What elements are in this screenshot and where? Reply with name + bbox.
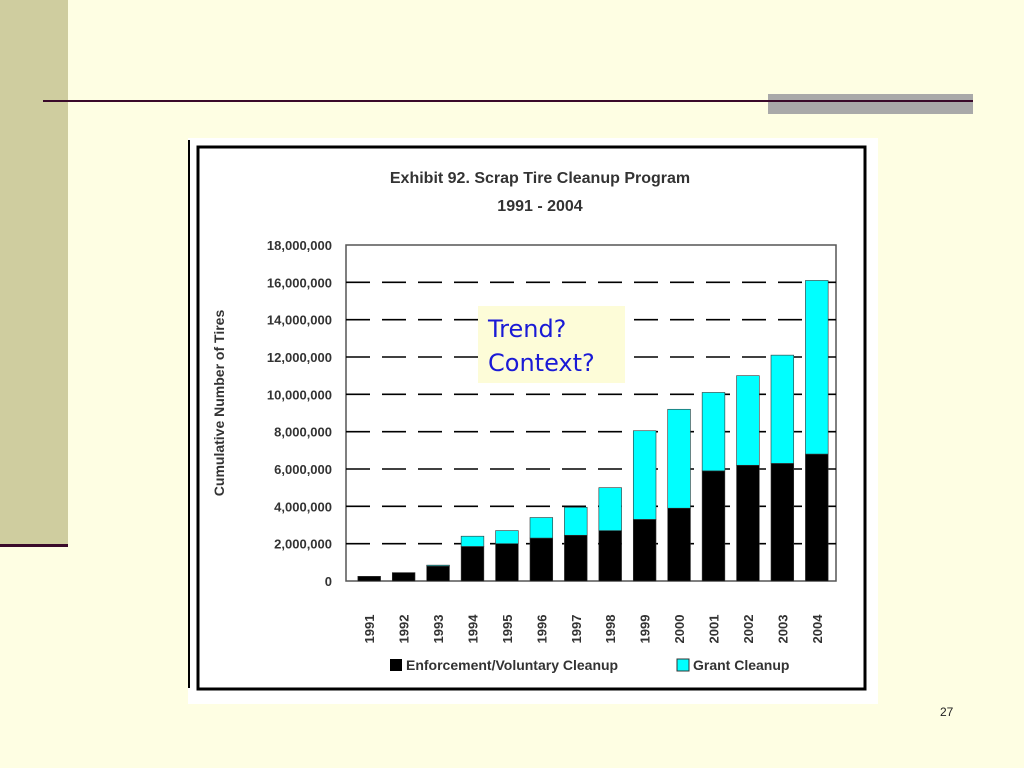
bar-enforcement-1996: [529, 537, 554, 582]
bar-enforcement-2004: [805, 453, 829, 582]
x-tick-label: 2004: [810, 614, 825, 644]
sidebar-rule: [0, 544, 68, 547]
y-axis-label: Cumulative Number of Tires: [211, 310, 227, 497]
chart-frame: [196, 145, 867, 691]
chart-title: Exhibit 92. Scrap Tire Cleanup Program: [390, 170, 690, 187]
legend-label-grant: Grant Cleanup: [693, 657, 789, 673]
bars: [357, 280, 829, 582]
y-tick-label: 12,000,000: [267, 350, 332, 365]
chart-edge: [188, 140, 190, 688]
bar-enforcement-1993: [426, 565, 450, 582]
slide-number: 27: [940, 705, 954, 719]
bar-grant-1995: [495, 530, 519, 544]
x-tick-label: 1991: [362, 615, 377, 644]
bar-grant-1998: [598, 487, 622, 531]
x-tick-label: 2001: [707, 615, 722, 644]
x-tick-label: 2000: [672, 615, 687, 644]
axis-ticks: 0 2,000,000 4,000,000 6,000,000 8,000,000 10,…: [267, 238, 825, 643]
x-tick-label: 2003: [775, 615, 790, 644]
x-tick-label: 1994: [466, 614, 481, 644]
legend-swatch-enforcement: [390, 659, 402, 671]
bar-enforcement-2002: [736, 464, 760, 582]
bar-enforcement-1995: [495, 543, 519, 582]
bar-enforcement-2000: [667, 507, 691, 582]
bar-grant-2003: [770, 354, 795, 464]
bar-grant-1996: [529, 517, 554, 539]
bar-grant-1997: [564, 506, 588, 536]
bar-enforcement-1997: [564, 534, 588, 582]
y-tick-label: 18,000,000: [267, 238, 332, 253]
bar-grant-2001: [701, 392, 726, 472]
y-tick-label: 2,000,000: [274, 537, 332, 552]
y-tick-label: 8,000,000: [274, 425, 332, 440]
bar-enforcement-1999: [632, 519, 657, 582]
legend: Enforcement/Voluntary Cleanup Grant Clean…: [390, 657, 789, 673]
y-tick-label: 6,000,000: [274, 462, 332, 477]
bar-grant-1994: [460, 535, 485, 547]
x-tick-label: 1998: [603, 615, 618, 644]
gridlines: [345, 244, 837, 582]
y-tick-label: 0: [325, 574, 332, 589]
bar-enforcement-2001: [701, 470, 726, 582]
y-tick-label: 4,000,000: [274, 499, 332, 514]
header-rule-segment: [768, 100, 973, 102]
x-tick-label: 1999: [638, 615, 653, 644]
x-tick-label: 1995: [500, 615, 515, 644]
bar-enforcement-2003: [770, 463, 795, 582]
chart: Exhibit 92. Scrap Tire Cleanup Program 1…: [196, 145, 867, 691]
x-tick-label: 1992: [397, 615, 412, 644]
x-tick-label: 1997: [569, 615, 584, 644]
bar-enforcement-1994: [460, 546, 485, 582]
bar-grant-2004: [805, 280, 829, 455]
y-tick-label: 16,000,000: [267, 275, 332, 290]
header-rule: [43, 100, 973, 102]
x-tick-label: 1993: [431, 615, 446, 644]
bar-grant-2000: [667, 408, 691, 509]
y-tick-label: 14,000,000: [267, 313, 332, 328]
chart-image: Exhibit 92. Scrap Tire Cleanup Program 1…: [188, 138, 878, 704]
bar-grant-2002: [736, 375, 760, 466]
x-tick-label: 2002: [741, 615, 756, 644]
sidebar-band: [0, 0, 68, 545]
x-tick-label: 1996: [534, 615, 549, 644]
callout-context: Context?: [488, 349, 595, 377]
bar-enforcement-1998: [598, 530, 622, 582]
bar-grant-1993: [426, 564, 450, 567]
legend-label-enforcement: Enforcement/Voluntary Cleanup: [406, 657, 618, 673]
legend-swatch-grant: [676, 658, 690, 672]
bar-grant-1999: [632, 430, 657, 520]
chart-subtitle: 1991 - 2004: [497, 198, 583, 215]
bar-enforcement-1992: [391, 572, 416, 582]
callout-box: Trend? Context?: [478, 306, 625, 383]
plot-area: [345, 244, 837, 582]
header-accent-block: [768, 94, 973, 114]
bar-enforcement-1991: [357, 576, 381, 582]
y-tick-label: 10,000,000: [267, 387, 332, 402]
callout-trend: Trend?: [488, 315, 567, 343]
